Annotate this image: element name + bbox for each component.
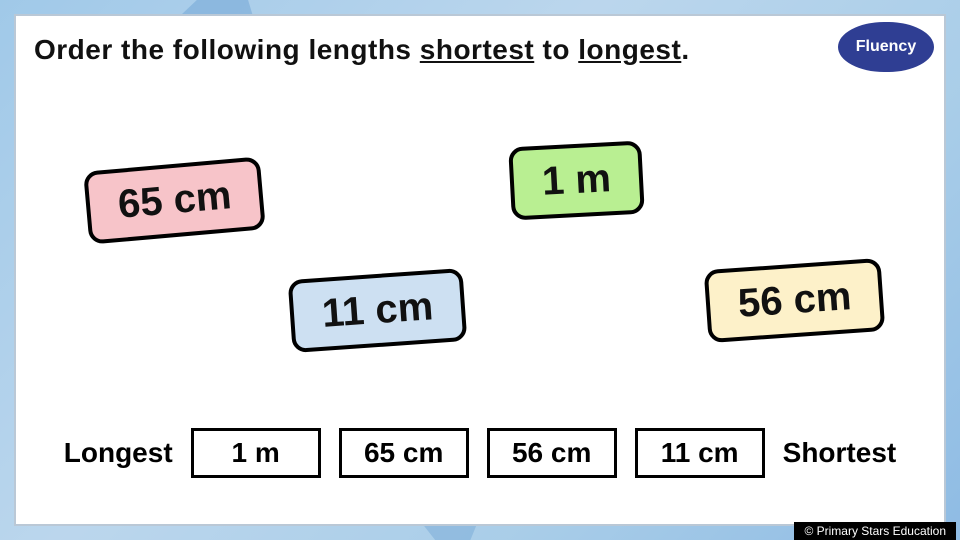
copyright-footer: © Primary Stars Education <box>794 522 956 540</box>
label-shortest: Shortest <box>783 437 897 469</box>
card-11cm[interactable]: 11 cm <box>288 268 468 353</box>
answer-box-1[interactable]: 1 m <box>191 428 321 478</box>
answer-box-2[interactable]: 65 cm <box>339 428 469 478</box>
answer-box-4[interactable]: 11 cm <box>635 428 765 478</box>
answer-box-3[interactable]: 56 cm <box>487 428 617 478</box>
card-56cm[interactable]: 56 cm <box>704 258 886 343</box>
title-suffix: . <box>681 34 689 65</box>
main-panel: Order the following lengths shortest to … <box>14 14 946 526</box>
card-65cm[interactable]: 65 cm <box>83 156 266 244</box>
fluency-badge-label: Fluency <box>856 38 916 56</box>
instruction-title: Order the following lengths shortest to … <box>34 34 690 66</box>
title-prefix: Order the following lengths <box>34 34 420 65</box>
fluency-badge: Fluency <box>838 22 934 72</box>
card-1m[interactable]: 1 m <box>508 141 645 221</box>
title-underline-shortest: shortest <box>420 34 534 65</box>
label-longest: Longest <box>64 437 173 469</box>
answer-row: Longest 1 m 65 cm 56 cm 11 cm Shortest <box>16 428 944 478</box>
title-underline-longest: longest <box>578 34 681 65</box>
title-mid: to <box>534 34 578 65</box>
